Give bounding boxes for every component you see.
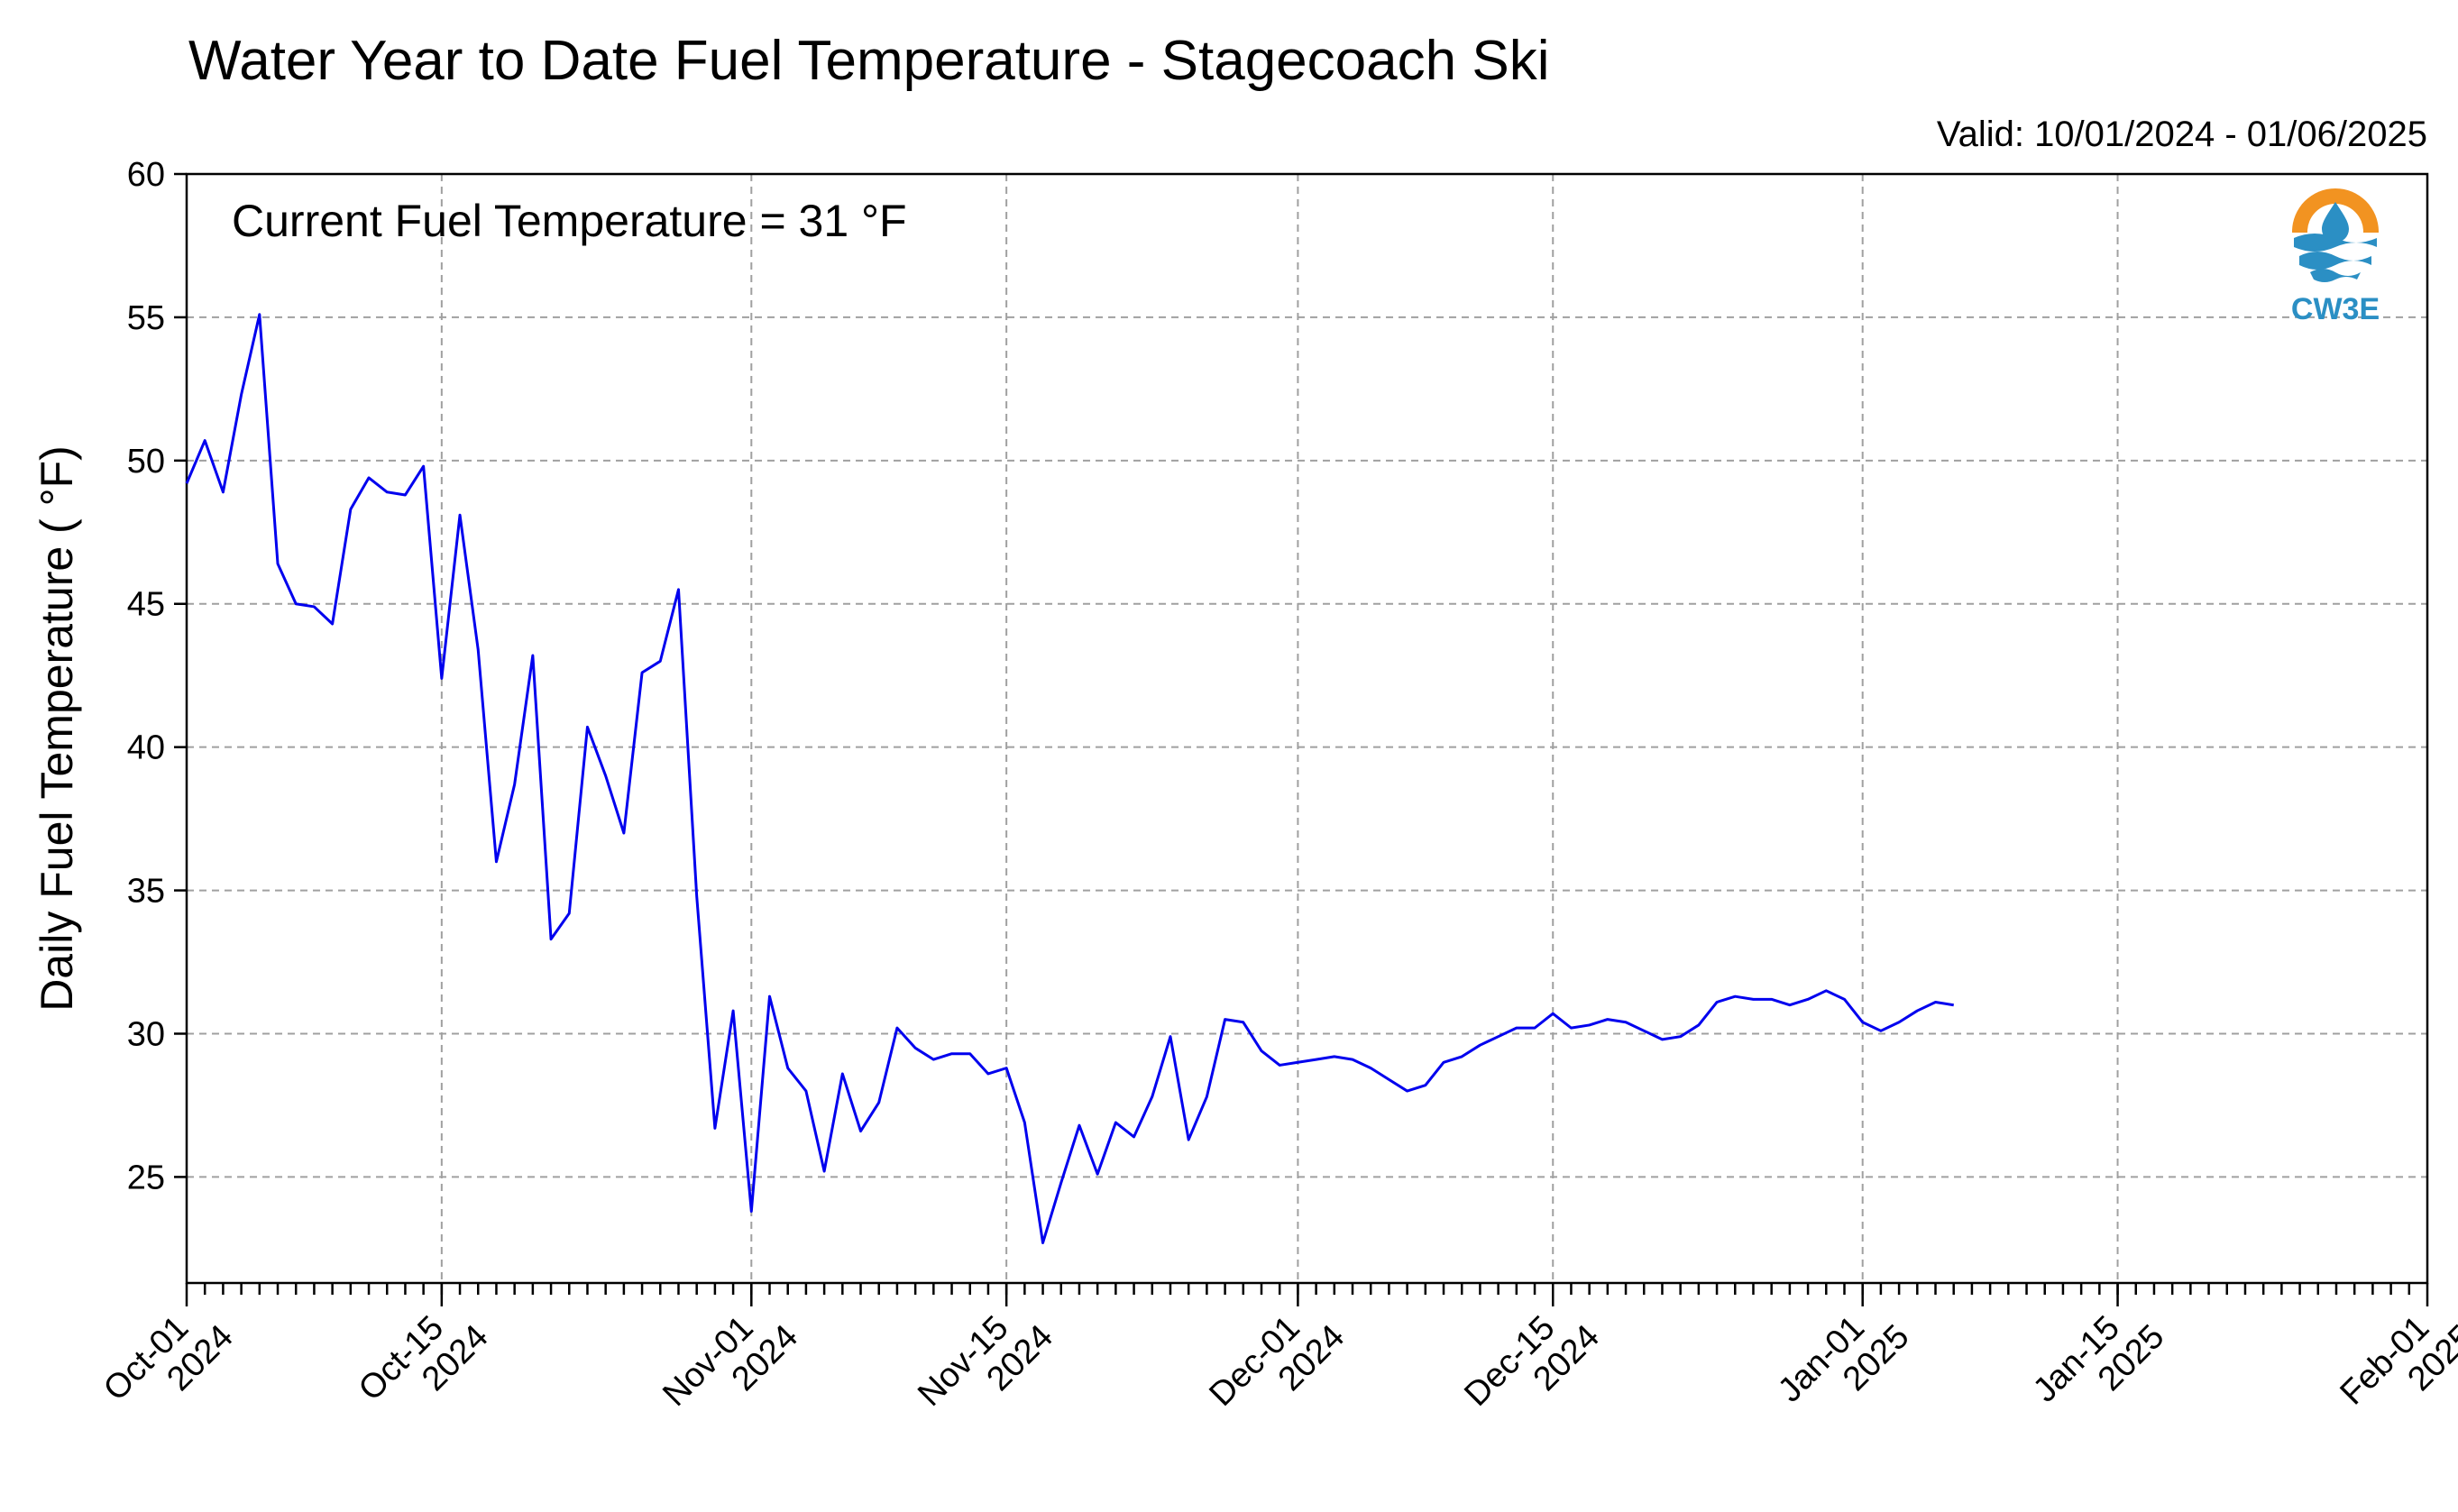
y-tick-label: 50	[127, 443, 165, 481]
cw3e-logo: CW3E	[2288, 188, 2382, 326]
valid-date-range: Valid: 10/01/2024 - 01/06/2025	[1937, 115, 2427, 154]
y-axis-label: Daily Fuel Temperature ( °F)	[32, 445, 82, 1012]
y-tick-label: 25	[127, 1159, 165, 1196]
series-layer	[185, 313, 1954, 1244]
y-axis-tick-labels: 25 30 35 40 45 50 55 60	[127, 156, 165, 1196]
logo-text: CW3E	[2291, 292, 2380, 326]
y-tick-label: 60	[127, 156, 165, 194]
chart-title: Water Year to Date Fuel Temperature - St…	[188, 30, 1549, 92]
y-tick-label: 55	[127, 299, 165, 337]
y-tick-label: 30	[127, 1015, 165, 1053]
y-tick-label: 45	[127, 586, 165, 624]
gridlines	[187, 174, 2427, 1283]
current-fuel-temperature-annotation: Current Fuel Temperature = 31 °F	[232, 196, 907, 246]
y-tick-label: 35	[127, 873, 165, 911]
fuel-temperature-line	[185, 313, 1954, 1244]
logo-drop-icon	[2322, 202, 2349, 243]
y-tick-label: 40	[127, 729, 165, 767]
axis-ticks	[174, 172, 2429, 1306]
plot-frame	[185, 172, 2429, 1285]
